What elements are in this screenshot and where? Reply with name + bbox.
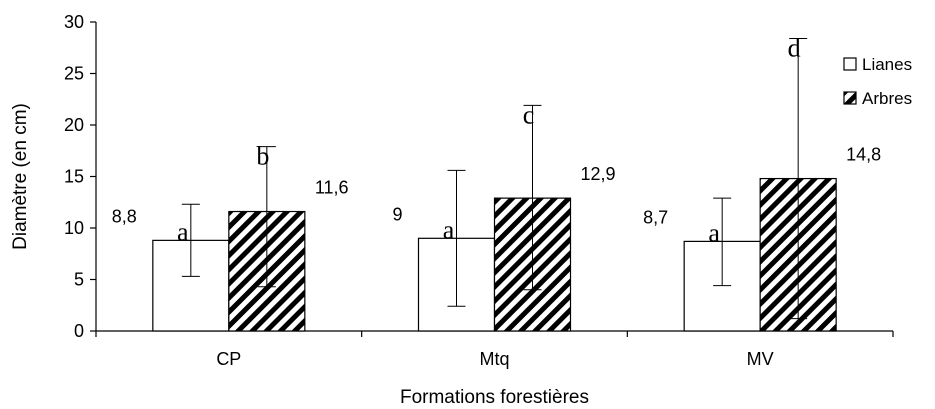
x-tick-label: Mtq [479, 349, 509, 369]
significance-letter: d [788, 33, 801, 62]
y-tick-label: 10 [64, 218, 84, 238]
significance-letter: a [708, 218, 720, 247]
y-tick-label: 5 [74, 270, 84, 290]
significance-letter: c [523, 100, 535, 129]
y-tick-label: 0 [74, 321, 84, 341]
value-label: 8,8 [112, 206, 137, 226]
legend: Lianes Arbres [843, 55, 912, 108]
significance-letter: b [256, 142, 269, 171]
value-label: 14,8 [846, 145, 881, 165]
y-tick-label: 25 [64, 64, 84, 84]
value-label: 8,7 [643, 207, 668, 227]
x-axis-title: Formations forestières [400, 387, 589, 408]
legend-label-arbres: Arbres [862, 89, 912, 108]
y-tick-label: 30 [64, 12, 84, 32]
axes: 0 5 10 15 20 25 30 CP Mtq MV Formations forestière… [10, 12, 894, 408]
legend-swatch-lianes [843, 57, 857, 71]
value-label: 12,9 [581, 164, 616, 184]
y-tick-label: 20 [64, 115, 84, 135]
bars [152, 37, 837, 332]
y-tick-label: 15 [64, 167, 84, 187]
value-label: 9 [392, 204, 402, 224]
significance-letter: a [443, 215, 455, 244]
significance-letter: a [177, 217, 189, 246]
y-axis-title: Diamètre (en cm) [10, 103, 31, 250]
x-tick-label: MV [747, 349, 774, 369]
labels: 8,8 a 9 a 8,7 a 11,6 b 12,9 c 14,8 d [112, 33, 881, 247]
legend-label-lianes: Lianes [862, 55, 912, 74]
value-label: 11,6 [315, 178, 349, 198]
x-tick-label: CP [216, 349, 241, 369]
legend-swatch-arbres [843, 91, 857, 105]
